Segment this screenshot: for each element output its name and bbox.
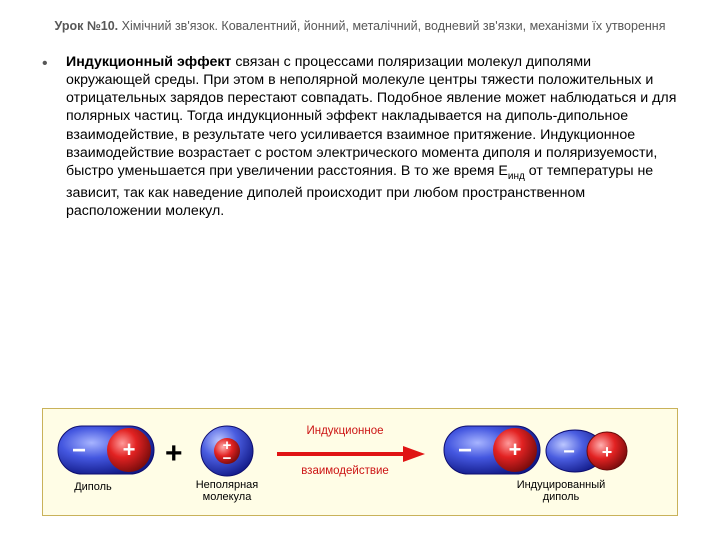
induced-label: Индуцированный диполь (481, 479, 641, 503)
para-sub: инд (508, 171, 525, 182)
slide: Урок №10. Хімічний зв'язок. Ковалентний,… (0, 0, 720, 540)
induced-dipole-left: − + (443, 425, 541, 475)
dipole-label: Диполь (33, 481, 153, 493)
svg-text:−: − (563, 441, 575, 463)
nonpolar-molecule: + − (199, 425, 255, 477)
svg-text:+: + (123, 437, 136, 462)
arrow-top-label: Индукционное (275, 425, 415, 439)
svg-text:+: + (602, 442, 613, 462)
body-row: • Индукционный эффект связан с процессам… (42, 53, 678, 220)
svg-text:−: − (223, 450, 232, 467)
dipole-molecule: − + (57, 425, 155, 475)
bullet-marker: • (42, 53, 66, 73)
svg-text:−: − (72, 437, 86, 464)
nonpolar-label: Неполярная молекула (167, 479, 287, 503)
para-lead: Индукционный эффект (66, 54, 231, 70)
para-rest: связан с процессами поляризации молекул … (66, 54, 676, 179)
title-rest: Хімічний зв'язок. Ковалентний, йонний, м… (118, 19, 665, 33)
paragraph: Индукционный эффект связан с процессами … (66, 53, 678, 220)
slide-title: Урок №10. Хімічний зв'язок. Ковалентний,… (42, 18, 678, 35)
diagram: − + Диполь + (42, 408, 678, 516)
title-bold: Урок №10. (55, 19, 119, 33)
arrow-bottom-label: взаимодействие (275, 465, 415, 479)
svg-text:−: − (458, 437, 472, 464)
plus-symbol: + (165, 437, 183, 471)
svg-text:+: + (509, 437, 522, 462)
induced-dipole-right: − + (545, 429, 629, 473)
